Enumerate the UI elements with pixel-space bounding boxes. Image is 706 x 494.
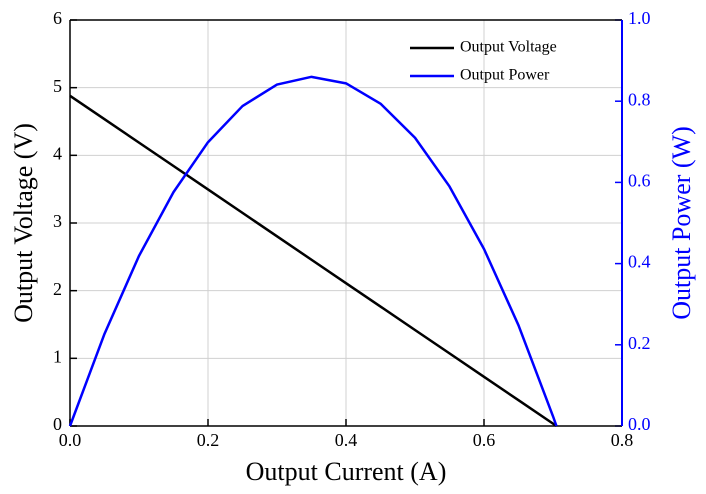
y2-tick-label: 0.8 — [628, 89, 651, 109]
y2-tick-label: 0.2 — [628, 333, 651, 353]
y-tick-label: 6 — [53, 8, 62, 28]
x-tick-label: 0.2 — [197, 430, 220, 450]
x-tick-label: 0.6 — [473, 430, 496, 450]
series-line — [68, 75, 558, 427]
legend-label: Output Power — [460, 67, 550, 84]
series-line — [69, 94, 558, 428]
y2-tick-label: 0.6 — [628, 171, 651, 191]
y-tick-label: 5 — [53, 76, 62, 96]
y2-tick-label: 1.0 — [628, 8, 651, 28]
legend-label: Output Voltage — [460, 39, 557, 56]
y-tick-label: 1 — [53, 346, 62, 366]
x-axis-title: Output Current (A) — [246, 457, 447, 486]
y-tick-label: 2 — [53, 279, 62, 299]
y-tick-label: 3 — [53, 211, 62, 231]
y-axis-title: Output Voltage (V) — [9, 123, 38, 323]
y2-tick-label: 0.0 — [628, 414, 651, 434]
y2-tick-label: 0.4 — [628, 252, 651, 272]
y-tick-label: 0 — [53, 414, 62, 434]
x-tick-label: 0.4 — [335, 430, 358, 450]
x-tick-label: 0.8 — [611, 430, 634, 450]
x-tick-label: 0.0 — [59, 430, 82, 450]
y2-axis-title: Output Power (W) — [667, 126, 696, 320]
y-tick-label: 4 — [53, 143, 62, 163]
